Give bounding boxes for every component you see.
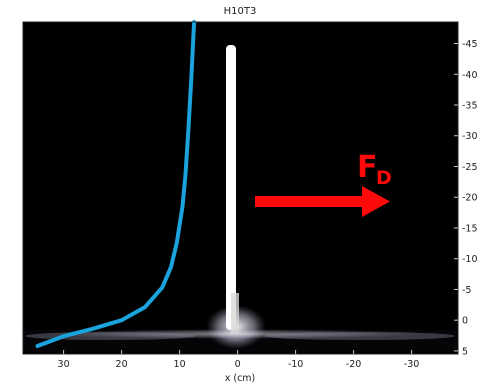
x-tick-label: 20 [116, 359, 128, 370]
white-plate [226, 45, 236, 330]
series-layer [35, 20, 197, 348]
x-tick-label: 30 [58, 359, 70, 370]
force-label-subscript: D [376, 167, 392, 189]
y-tick-label: -45 [462, 39, 478, 50]
y-tick-label: 0 [462, 316, 468, 327]
series-line-0 [35, 20, 197, 348]
particle-band [46, 329, 426, 339]
y-tick-label: -15 [462, 223, 478, 234]
particle-band-right [265, 332, 455, 340]
x-tick-label: -20 [346, 359, 362, 370]
x-tick-label: 0 [235, 359, 241, 370]
y-tick-label: -30 [462, 131, 478, 142]
x-tick-label: 10 [174, 359, 186, 370]
plot-frame [22, 21, 459, 355]
force-label: F [357, 150, 378, 185]
x-axis-label: x (cm) [225, 373, 256, 384]
plate-glow [231, 293, 239, 333]
arrow-head-icon [362, 186, 390, 217]
x-tick-label: -10 [288, 359, 304, 370]
y-tick-label: -35 [462, 101, 478, 112]
ticks-layer: 30 20 10 0 -10 -20 -30 -45 -40 -35 -30 -25 -20 -15 -10… [58, 39, 478, 370]
y-tick-label: 5 [462, 346, 468, 357]
y-tick-label: -25 [462, 162, 478, 173]
particle-band-left [25, 332, 195, 340]
force-arrow [255, 186, 390, 217]
plot-area [23, 22, 458, 354]
x-tick-label: -30 [404, 359, 420, 370]
particle-field [23, 305, 458, 352]
y-tick-label: -10 [462, 254, 478, 265]
y-tick-label: -40 [462, 70, 478, 81]
y-tick-label: -5 [462, 285, 471, 296]
y-tick-label: -20 [462, 193, 478, 204]
chart-title: H10T3 [224, 6, 257, 17]
arrow-shaft [255, 196, 365, 207]
